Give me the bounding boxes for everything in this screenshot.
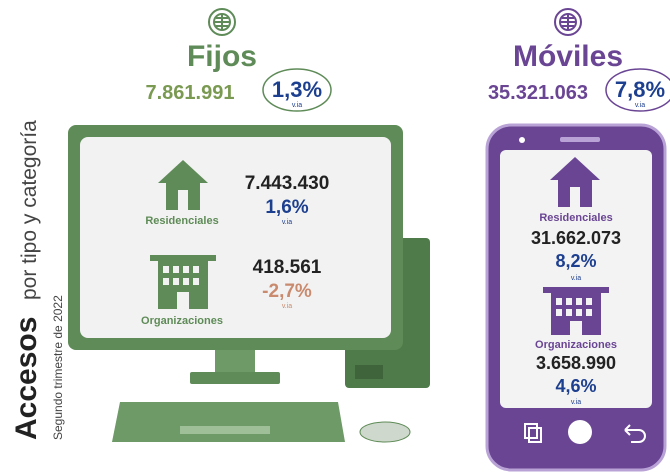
sidebar-title-group: Accesos por tipo y categoría <box>10 120 43 440</box>
category-change-label: v.ia <box>282 303 292 310</box>
category-label: Organizaciones <box>141 315 223 327</box>
keyboard-space <box>180 426 270 434</box>
section-total: 7.861.991 <box>146 82 235 104</box>
section-total: 35.321.063 <box>488 82 588 104</box>
mouse <box>359 421 411 443</box>
phone-speaker <box>560 137 600 142</box>
section-title: Fijos <box>187 40 257 73</box>
section-change: 7,8% <box>615 77 665 102</box>
globe-icon <box>554 8 582 36</box>
category-label: Residenciales <box>145 215 218 227</box>
category-value: 7.443.430 <box>245 173 330 194</box>
category-change-label: v.ia <box>571 399 581 406</box>
monitor-stand <box>215 350 255 372</box>
category-change: 8,2% <box>555 251 596 271</box>
keyboard <box>112 402 345 442</box>
building-icon <box>543 287 609 335</box>
phone-buttons <box>524 423 646 443</box>
phone-screen <box>500 150 652 408</box>
change-badge <box>262 68 332 112</box>
category-value: 31.662.073 <box>531 228 621 248</box>
phone-home-button <box>568 420 592 444</box>
section-change-label: v.ia <box>635 102 645 109</box>
monitor-base <box>190 372 280 384</box>
category-change: -2,7% <box>262 281 312 302</box>
sidebar-period-group: Segundo trimestre de 2022 <box>51 295 65 440</box>
globe-icon <box>208 8 236 36</box>
category-change: 4,6% <box>555 376 596 396</box>
category-label: Organizaciones <box>535 339 617 351</box>
section-change: 1,3% <box>272 77 322 102</box>
building-icon <box>150 255 216 309</box>
section-title: Móviles <box>513 40 623 73</box>
category-change: 1,6% <box>265 197 308 218</box>
category-label: Residenciales <box>539 212 612 224</box>
sidebar-title: Accesos <box>10 317 43 440</box>
house-icon <box>550 157 600 207</box>
category-value: 418.561 <box>253 257 322 278</box>
category-value: 3.658.990 <box>536 353 616 373</box>
monitor-screen <box>80 137 391 338</box>
tower-slot <box>355 365 383 379</box>
change-badge <box>605 68 670 112</box>
sidebar-period: Segundo trimestre de 2022 <box>51 295 65 440</box>
sidebar-subtitle: por tipo y categoría <box>18 120 41 300</box>
house-icon <box>158 160 208 210</box>
category-change-label: v.ia <box>282 219 292 226</box>
category-change-label: v.ia <box>571 275 581 282</box>
phone-camera <box>519 137 525 143</box>
section-change-label: v.ia <box>292 102 302 109</box>
